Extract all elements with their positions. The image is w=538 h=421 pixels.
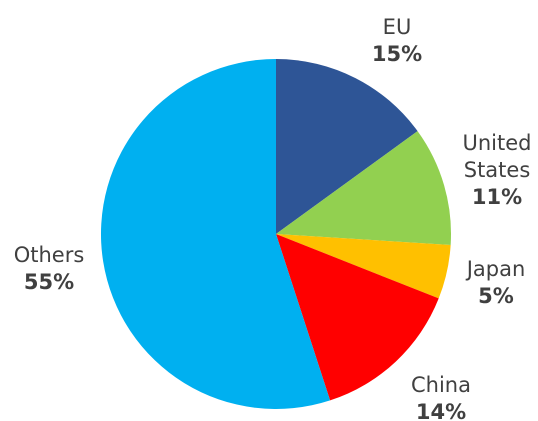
label-value-united-states: 11% xyxy=(472,185,522,209)
pie-slice-united-states xyxy=(276,131,451,245)
pie-slices xyxy=(100,59,451,409)
pie-slice-eu xyxy=(276,59,418,234)
label-value-china: 14% xyxy=(416,400,466,421)
label-name-united-states-2: States xyxy=(464,158,531,182)
data-label-united-states: United States 11% xyxy=(463,131,532,209)
label-name-japan: Japan xyxy=(465,257,526,281)
label-name-united-states-1: United xyxy=(463,131,532,155)
label-value-eu: 15% xyxy=(372,42,422,66)
pie-labels: EU 15% United States 11% Japan 5% China 14% Other… xyxy=(14,15,532,421)
data-label-japan: Japan 5% xyxy=(465,257,526,308)
data-label-china: China 14% xyxy=(411,373,471,421)
label-value-japan: 5% xyxy=(478,284,514,308)
pie-slice-japan xyxy=(276,234,451,299)
label-name-eu: EU xyxy=(383,15,412,39)
data-label-eu: EU 15% xyxy=(372,15,422,66)
label-value-others: 55% xyxy=(24,270,74,294)
label-name-others: Others xyxy=(14,243,85,267)
label-name-china: China xyxy=(411,373,471,397)
pie-slice-china xyxy=(276,234,439,401)
pie-slice-others xyxy=(100,59,331,409)
data-label-others: Others 55% xyxy=(14,243,85,294)
